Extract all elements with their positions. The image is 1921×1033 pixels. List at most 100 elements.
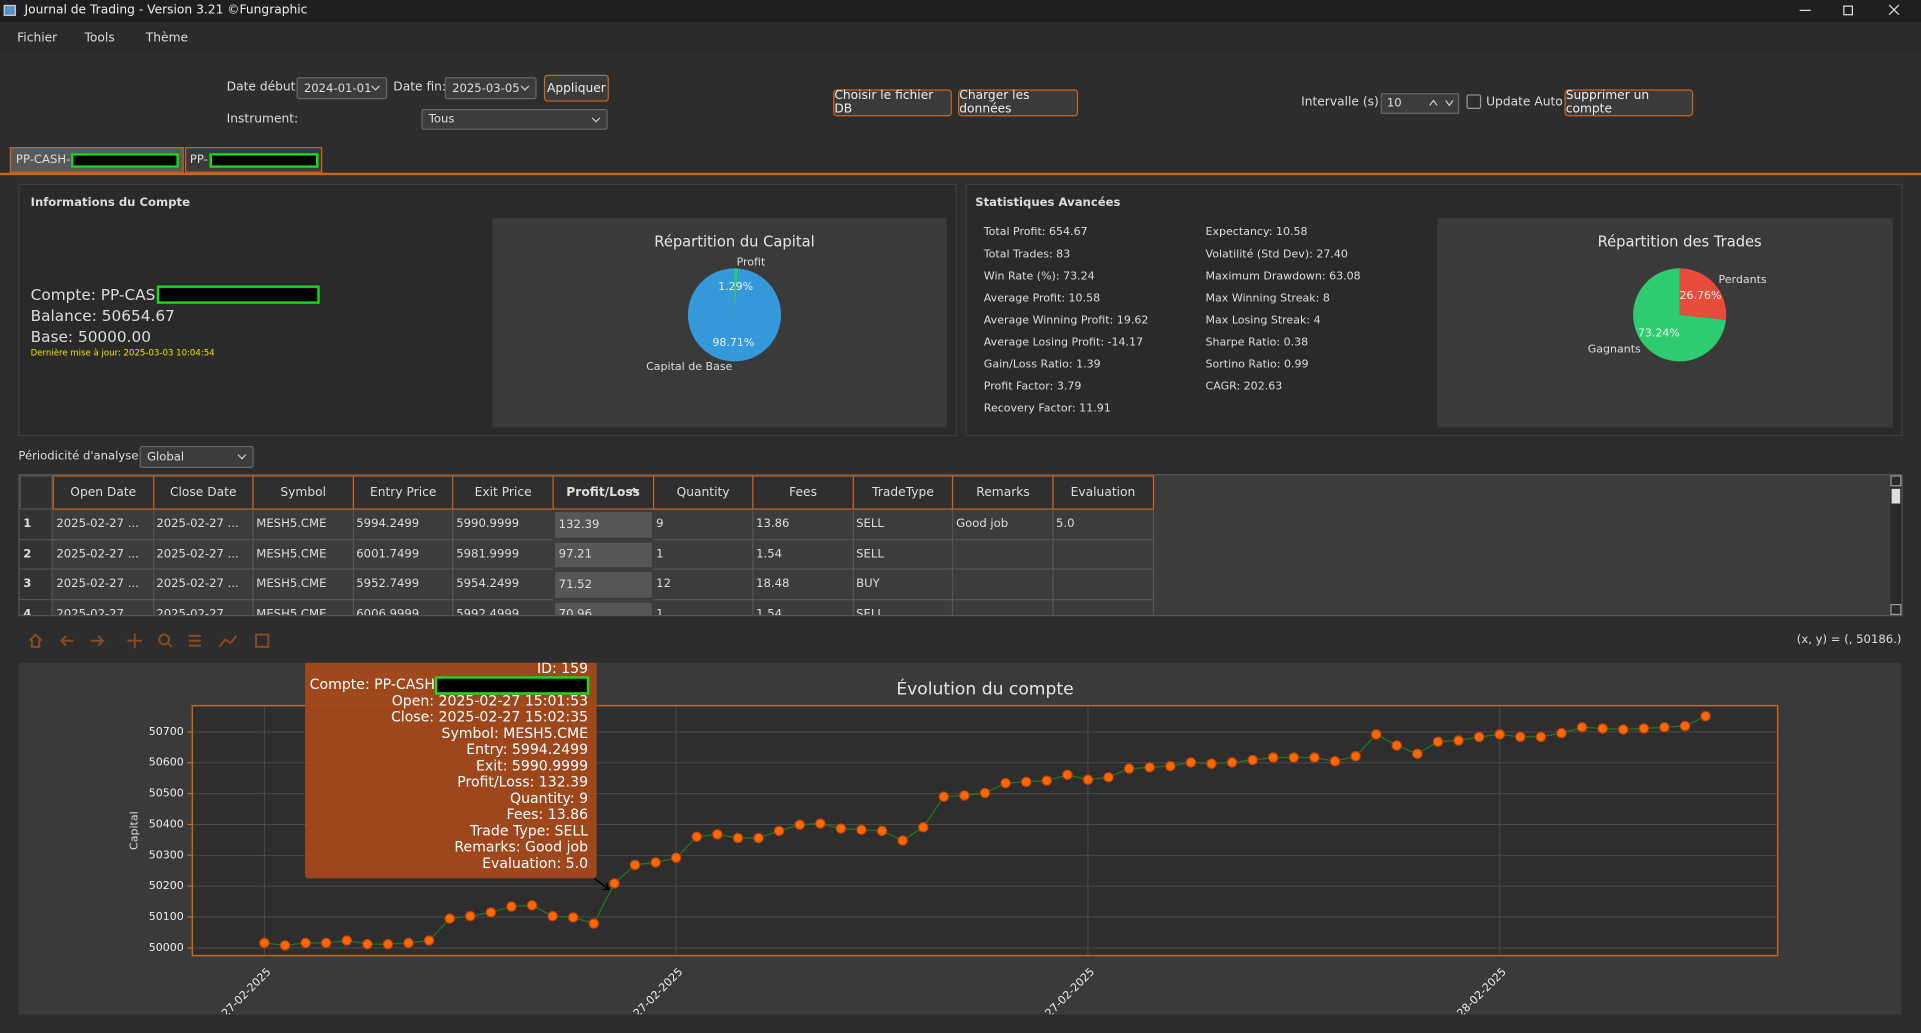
table-cell: 6006.9999: [353, 599, 454, 616]
zoom-icon[interactable]: [158, 633, 171, 646]
slice-label: Perdants: [1719, 273, 1767, 286]
table-cell: MESH5.CME: [252, 569, 354, 600]
table-cell: 18.48: [752, 569, 854, 600]
chart-title: Répartition des Trades: [1598, 234, 1762, 251]
column-header[interactable]: Evaluation: [1052, 475, 1154, 510]
delete-account-button[interactable]: Supprimer un compte: [1564, 89, 1694, 117]
menu-item[interactable]: Tools: [84, 31, 115, 46]
stat: Total Trades: 83: [983, 248, 1071, 261]
table-cell: 5.0: [1052, 509, 1154, 540]
tab-label[interactable]: PP-CASH-: [15, 153, 71, 167]
scroll-up[interactable]: [1890, 475, 1902, 487]
restore[interactable]: [1843, 5, 1854, 16]
save-icon[interactable]: [255, 633, 270, 648]
back-icon[interactable]: [59, 635, 74, 647]
table-cell: 9: [652, 509, 754, 540]
plot-toolbar[interactable]: [25, 630, 282, 652]
chart-title: Évolution du compte: [896, 678, 1073, 700]
data-point: [1494, 729, 1505, 740]
table-cell: 2025-02-27 ...: [52, 539, 154, 570]
data-point: [1020, 776, 1032, 788]
data-point: [1000, 777, 1011, 789]
column-header[interactable]: Exit Price: [452, 475, 554, 510]
config-icon[interactable]: [188, 634, 201, 647]
table-cell: 13.86: [752, 509, 854, 540]
scrollbar[interactable]: [1890, 475, 1902, 616]
trades-table[interactable]: Open Date Close Date Symbol Entry Price Exit…: [18, 474, 1903, 617]
column-header[interactable]: Open Date: [52, 475, 154, 510]
window-controls[interactable]: [1789, 0, 1921, 22]
table-cell: 5981.9999: [452, 539, 554, 570]
label: Instrument:: [226, 112, 299, 127]
column-header[interactable]: Quantity: [652, 475, 754, 510]
tooltip-arrow: [593, 877, 610, 891]
pan-icon[interactable]: [127, 633, 143, 649]
menu-item[interactable]: Fichier: [17, 31, 58, 46]
data-point: [773, 825, 785, 837]
scroll-thumb[interactable]: [1891, 488, 1901, 504]
table-cell: 12: [652, 569, 754, 600]
stat: Average Losing Profit: -14.17: [983, 336, 1144, 350]
period-select[interactable]: Global: [139, 445, 254, 468]
apply-button[interactable]: Appliquer: [543, 74, 609, 102]
panel-title: Statistiques Avancées: [975, 196, 1121, 210]
forward-icon[interactable]: [90, 635, 105, 647]
data-point: [279, 940, 291, 951]
x-tick-label: 27-02-2025: [219, 965, 273, 1014]
data-point: [753, 832, 764, 844]
axes-icon[interactable]: [218, 635, 238, 648]
slice-label: Capital de Base: [646, 360, 732, 373]
stat: CAGR: 202.63: [1205, 381, 1283, 394]
date-start[interactable]: 2024-01-01: [296, 77, 388, 100]
table-cell: [1052, 539, 1154, 570]
table-cell: SELL: [852, 599, 954, 616]
data-point: [1267, 752, 1279, 763]
table-cell: 2025-02-27 ...: [152, 539, 254, 570]
column-header[interactable]: Close Date: [152, 475, 254, 510]
data-point: [567, 912, 579, 923]
label: Update Auto: [1486, 95, 1563, 110]
table-cell: MESH5.CME: [252, 509, 354, 540]
data-point: [938, 791, 950, 802]
close[interactable]: [1888, 4, 1900, 16]
stat: Max Winning Streak: 8: [1205, 292, 1330, 306]
spin-arrows[interactable]: [1427, 96, 1456, 111]
column-header[interactable]: Symbol: [252, 475, 354, 510]
base: Base: 50000.00: [30, 327, 152, 346]
tooltip-line: Remarks: Good job: [454, 840, 588, 856]
data-point: [1144, 762, 1155, 773]
data-point: [1329, 755, 1341, 767]
data-point: [1082, 774, 1094, 785]
scroll-down[interactable]: [1890, 603, 1902, 616]
checkbox[interactable]: [1466, 94, 1482, 110]
data-point: [1535, 731, 1547, 743]
date-end[interactable]: 2025-03-05: [444, 77, 537, 100]
load-data-button[interactable]: Charger les données: [958, 89, 1079, 117]
pie-slice: [734, 268, 739, 315]
panel-title: Informations du Compte: [30, 196, 190, 210]
column-header[interactable]: Remarks: [952, 475, 1054, 510]
tab-label[interactable]: PP-: [189, 153, 208, 167]
choose-db-button[interactable]: Choisir le fichier DB: [833, 89, 952, 117]
data-point: [979, 787, 991, 799]
data-point: [259, 937, 270, 949]
interval-spinbox[interactable]: 10: [1380, 93, 1460, 114]
menu-item[interactable]: Thème: [145, 31, 189, 46]
instrument-select[interactable]: Tous: [421, 109, 608, 130]
y-axis-label: Capital: [128, 811, 141, 850]
column-header[interactable]: TradeType: [852, 475, 954, 510]
data-point: [1700, 710, 1711, 722]
table-cell: [1052, 599, 1154, 616]
column-header[interactable]: Entry Price: [352, 475, 454, 510]
table-cell: 2025-02-27 ...: [52, 569, 154, 600]
data-point: [629, 859, 641, 871]
tooltip-line: Trade Type: SELL: [469, 823, 588, 839]
value-label: 73.24%: [1638, 326, 1680, 339]
column-header[interactable]: Profit/Loss: [552, 475, 654, 510]
table-cell: 5954.2499: [452, 569, 554, 600]
column-header[interactable]: Fees: [752, 475, 854, 510]
home-icon[interactable]: [28, 633, 43, 648]
table-cell: [952, 599, 1054, 616]
data-point: [1515, 731, 1526, 743]
redaction: [209, 153, 319, 168]
